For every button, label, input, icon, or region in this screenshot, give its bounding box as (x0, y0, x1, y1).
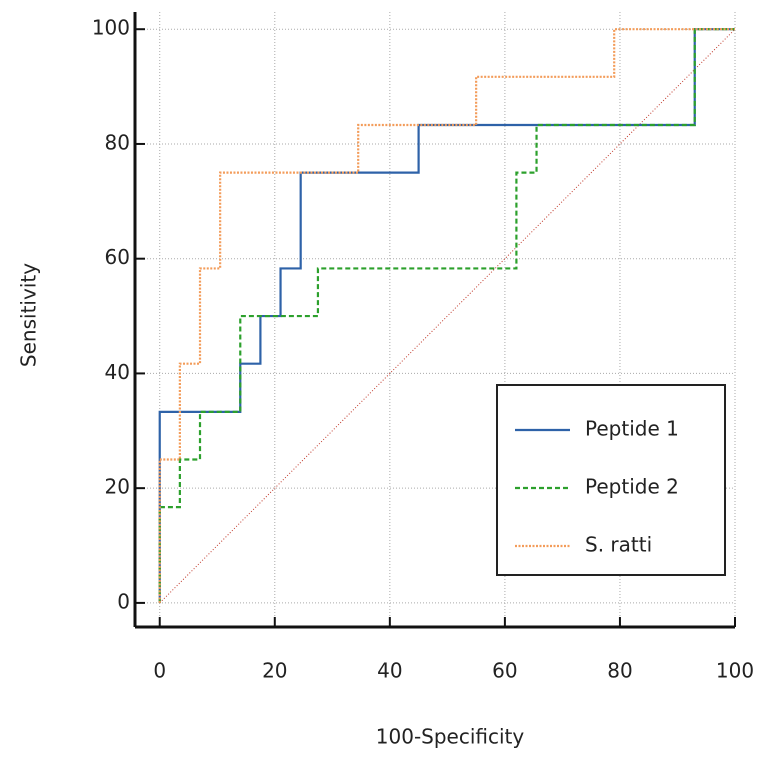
y-axis-label: Sensitivity (17, 263, 41, 367)
y-tick-label: 0 (117, 589, 130, 613)
legend-label: S. ratti (585, 533, 652, 557)
x-tick-label: 100 (716, 659, 754, 683)
legend-label: Peptide 1 (585, 417, 679, 441)
x-tick-label: 60 (492, 659, 517, 683)
y-tick-label: 60 (105, 245, 130, 269)
legend-label: Peptide 2 (585, 475, 679, 499)
x-tick-label: 80 (607, 659, 632, 683)
legend: Peptide 1 Peptide 2 S. ratti (497, 385, 725, 575)
y-tick-label: 100 (92, 16, 130, 40)
y-tick-label: 40 (105, 360, 130, 384)
page: {"chart_data": { "type": "line", "x_labe… (0, 0, 760, 756)
x-tick-label: 40 (377, 659, 402, 683)
y-tick-label: 20 (105, 475, 130, 499)
chart: 100-Specificity Sensitivity 0 20 40 60 80 100… (0, 0, 760, 756)
y-tick-label: 80 (105, 130, 130, 154)
x-tick-label: 20 (262, 659, 287, 683)
x-tick-label: 0 (153, 659, 166, 683)
x-axis-label: 100-Specificity (376, 725, 525, 749)
